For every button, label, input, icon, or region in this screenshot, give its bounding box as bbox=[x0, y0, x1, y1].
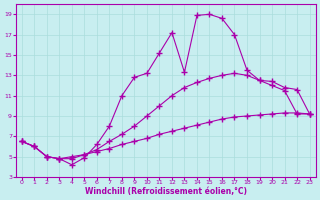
X-axis label: Windchill (Refroidissement éolien,°C): Windchill (Refroidissement éolien,°C) bbox=[85, 187, 247, 196]
